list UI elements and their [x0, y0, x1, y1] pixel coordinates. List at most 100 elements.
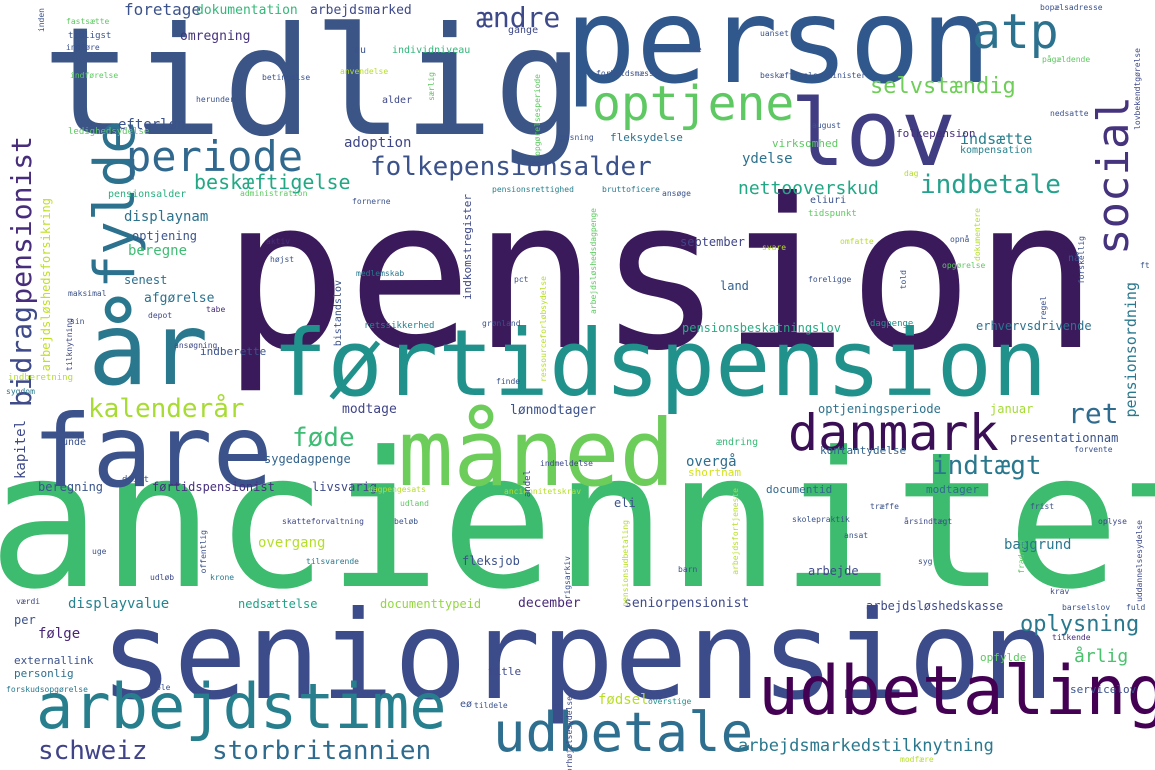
word: indbetale [920, 170, 1061, 200]
word: ansøgning [174, 341, 218, 350]
word: pct [514, 275, 529, 284]
word: title [488, 665, 522, 678]
word: kompensation [960, 145, 1033, 156]
word: folkepensionsalder [370, 152, 652, 182]
word: fornerne [352, 197, 391, 206]
word: senest [124, 273, 168, 287]
word: udløb [150, 573, 175, 582]
word: pensionist [5, 136, 38, 305]
word: social [1088, 96, 1139, 255]
word: ansat [844, 531, 869, 540]
word: opgørelsesperiode [533, 74, 542, 156]
word: forholdsmæssig [596, 69, 664, 78]
word: lov [790, 80, 957, 187]
word: svare [762, 243, 787, 252]
word: drift [122, 475, 150, 485]
word: storbritannien [212, 736, 432, 766]
word: forvente [1074, 445, 1113, 454]
word: arbejdsløshedskasse [866, 599, 1004, 613]
word: indberette [200, 345, 267, 358]
word: oplysning [1020, 612, 1140, 637]
word: december [518, 596, 581, 611]
word: skatteforvaltning [282, 517, 364, 526]
word: displayvalue [68, 596, 170, 612]
word: erhvervsdrivende [976, 319, 1092, 333]
word: førtidspension [272, 310, 1048, 417]
word: barselslov [1062, 603, 1111, 612]
word: udbetaling [758, 652, 1155, 731]
word: selvstændig [870, 74, 1016, 99]
word: uanset [760, 29, 789, 38]
word: beregning [38, 480, 104, 494]
word: tildele [474, 701, 508, 710]
word: fare [32, 393, 273, 510]
word: documenttypeid [380, 597, 482, 611]
word: kapitel [13, 420, 29, 480]
word: ændre [476, 1, 561, 34]
word: bopælsadresse [1040, 3, 1103, 12]
word: virksomhed [772, 137, 839, 150]
word: arbejdsmarked [310, 3, 412, 18]
word: rigsarkiv [563, 556, 572, 600]
word: dokumentere [973, 208, 982, 261]
word: dagpengesats [368, 485, 426, 494]
word: tilsvarende [306, 557, 359, 566]
word: herunder [196, 95, 235, 104]
word: optjening [132, 229, 198, 243]
word: depot [148, 311, 173, 320]
word: pensionsrettighed [492, 185, 574, 194]
word: indmeldelse [540, 459, 593, 468]
word: kalenderår [88, 394, 245, 424]
word: modfære [900, 755, 934, 764]
word: værdi [16, 597, 41, 606]
word: måned [398, 400, 675, 507]
word: ressourceforløbsydelse [539, 276, 548, 382]
word: arbejdsløshedsforsikring [39, 198, 53, 372]
word: højst [270, 255, 295, 264]
word: skolepraktik [792, 515, 850, 524]
word: januar [990, 402, 1034, 416]
word: shortnam [688, 466, 741, 479]
word: regel [1039, 296, 1048, 321]
word: per [14, 613, 36, 627]
word: andel [523, 470, 533, 498]
word: lovbekendtgørelse [1133, 48, 1142, 130]
word: krone [210, 573, 235, 582]
word: maksimal [68, 289, 107, 298]
word: pågældende [1042, 55, 1091, 64]
word: bistandslov [333, 280, 344, 347]
word: føde [292, 423, 355, 453]
word: nedsatte [1050, 109, 1089, 118]
word: medlemskab [356, 269, 405, 278]
word: danmark [788, 404, 999, 462]
word: efterløn [118, 117, 186, 133]
word: arbejdsmarkedstilknytning [738, 736, 994, 756]
word: afgørelse [144, 291, 215, 306]
word: dagpenge [870, 319, 914, 329]
word: aktiv [266, 237, 291, 246]
word: barn [678, 565, 698, 574]
word: modtage [342, 402, 397, 417]
word: årsindtægt [904, 517, 953, 526]
word: forskudsopgørelse [6, 685, 88, 694]
word: oplyse [1098, 517, 1127, 526]
word: ydelse [742, 151, 793, 167]
word: omregning [180, 29, 251, 44]
word: indføre [66, 43, 100, 52]
word: beregne [128, 243, 188, 259]
word: fuld [1126, 603, 1146, 612]
word: presentationnam [1010, 431, 1119, 445]
word: atp [972, 4, 1059, 60]
word: overstige [648, 697, 692, 706]
word: ble [156, 683, 171, 692]
word: ret [1068, 397, 1119, 430]
word: optjeningsperiode [818, 402, 941, 416]
word: september [680, 235, 746, 249]
word: overgå [686, 454, 737, 470]
word: anciennitet [0, 412, 1155, 631]
word: opfylde [980, 651, 1027, 664]
word: told [899, 270, 908, 290]
word: ændring [716, 437, 759, 448]
word: lønmodtager [510, 403, 597, 418]
word: dag [904, 169, 919, 178]
